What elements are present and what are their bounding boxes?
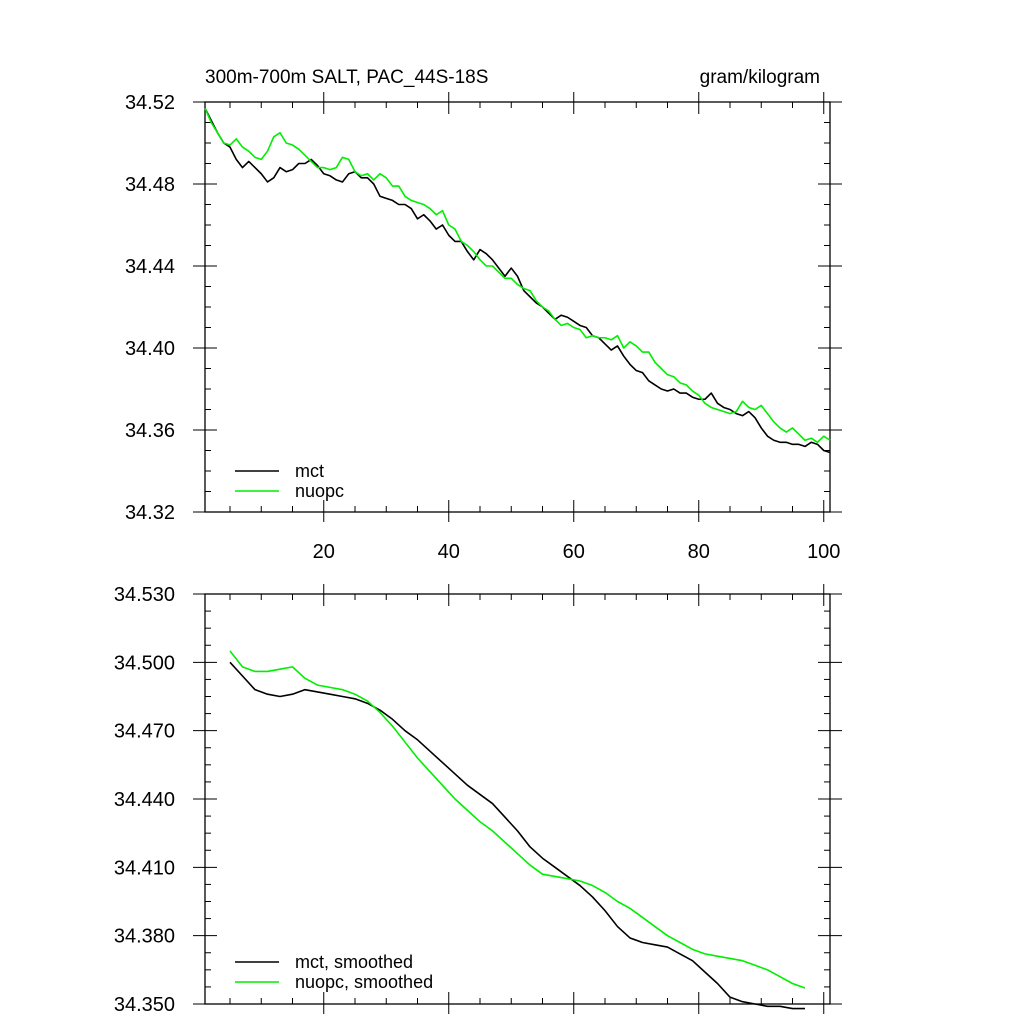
series-lines [229, 650, 806, 1010]
tick-labels: 34.350 34.380 34.410 34.440 34.470 34.500 34.5… [114, 584, 175, 1016]
y-tick-label: 34.44 [125, 256, 175, 278]
y-tick-label: 34.32 [125, 502, 175, 524]
x-tick-label: 80 [688, 541, 710, 563]
legend: mct nuopc [235, 461, 344, 501]
legend-label-nuopc-smoothed: nuopc, smoothed [295, 972, 433, 992]
units-label: gram/kilogram [700, 67, 820, 88]
y-tick-label: 34.500 [114, 652, 175, 674]
tick-marks [193, 584, 842, 1014]
salt-chart-bottom-smoothed: 34.350 34.380 34.410 34.440 34.470 34.500 34.5… [114, 584, 842, 1016]
series-line-nuopc-smoothed [229, 650, 806, 989]
x-tick-label: 100 [807, 541, 840, 563]
salt-chart-top: 300m-700m SALT, PAC_44S-18S gram/kilogra… [125, 67, 842, 563]
legend: mct, smoothed nuopc, smoothed [235, 952, 433, 992]
y-tick-label: 34.40 [125, 338, 175, 360]
x-tick-label: 40 [438, 541, 460, 563]
legend-label-nuopc: nuopc [295, 481, 344, 501]
y-tick-label: 34.350 [114, 994, 175, 1016]
y-tick-label: 34.36 [125, 420, 175, 442]
chart-title: 300m-700m SALT, PAC_44S-18S [205, 67, 488, 88]
y-tick-label: 34.530 [114, 584, 175, 606]
y-tick-label: 34.410 [114, 857, 175, 879]
x-tick-label: 60 [563, 541, 585, 563]
tick-marks [193, 92, 842, 522]
legend-label-mct: mct [295, 461, 324, 481]
series-lines [204, 107, 831, 454]
series-line-mct-smoothed [229, 661, 805, 1010]
series-line-nuopc [204, 107, 831, 444]
series-line-mct [204, 107, 831, 454]
y-tick-label: 34.52 [125, 92, 175, 114]
y-tick-label: 34.380 [114, 926, 175, 948]
y-tick-label: 34.440 [114, 789, 175, 811]
y-tick-label: 34.470 [114, 721, 175, 743]
legend-label-mct-smoothed: mct, smoothed [295, 952, 413, 972]
y-tick-label: 34.48 [125, 174, 175, 196]
plot-frame [204, 593, 831, 1005]
tick-labels: 20 40 60 80 100 34.32 34.36 34.40 34.44 34.48 34.5… [125, 92, 841, 563]
x-tick-label: 20 [313, 541, 335, 563]
